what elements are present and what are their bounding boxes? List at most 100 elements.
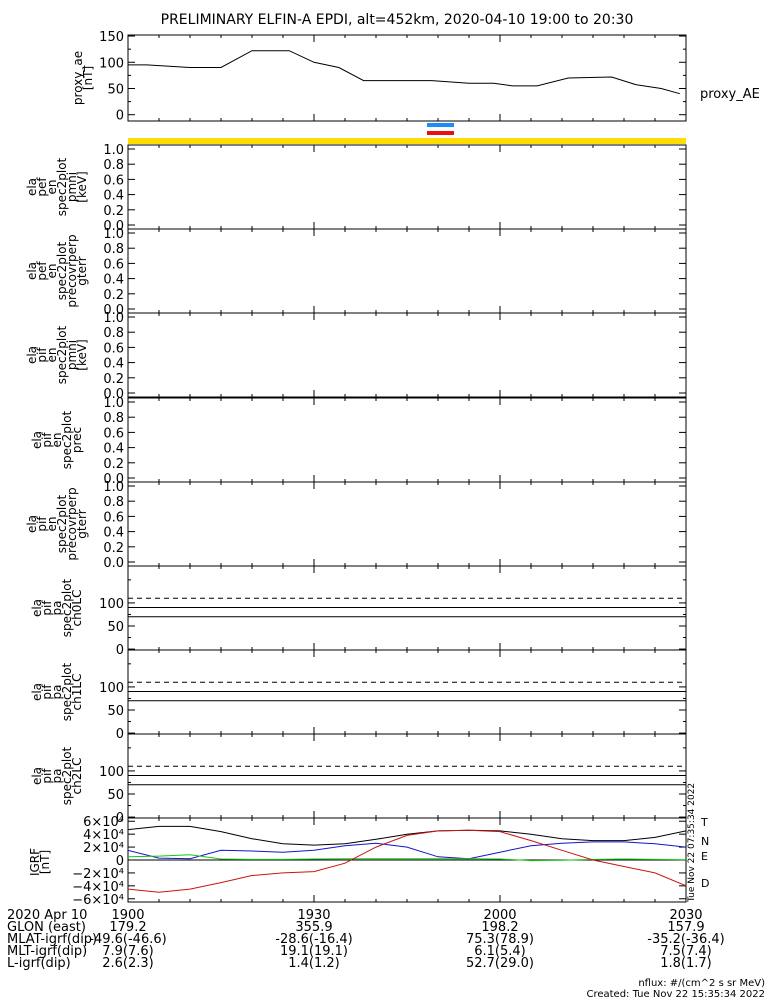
- pef_precovrperp-ylabel-line: pef: [35, 261, 49, 281]
- ch0LC-ylabel-line: ela: [30, 599, 44, 617]
- pif_pmni-ylabel-line: [keV]: [75, 339, 89, 370]
- xaxis-row-value: 7.5(7.4): [660, 944, 712, 959]
- ch1LC-ytick-label: 50: [107, 704, 124, 719]
- pif_pmni-ytick-label: 0.0: [103, 387, 124, 402]
- xaxis-row-label: L-igrf(dip): [7, 956, 71, 971]
- xaxis-row-value: 7.9(7.6): [102, 944, 154, 959]
- igrf-ytick-label: −4×10⁴: [72, 880, 124, 895]
- pef_pmni-ylabel-line: en: [45, 180, 59, 195]
- xaxis-row-value: 75.3(78.9): [466, 932, 534, 947]
- xaxis-row-value: 157.9: [667, 920, 704, 935]
- xaxis-row-value: 1930: [297, 908, 330, 923]
- pif_precovrperp-ytick-label: 0.6: [103, 510, 124, 525]
- igrf-ylabel-line: [nT]: [38, 850, 52, 874]
- pif_prec-ylabel-line: spec2plot: [60, 410, 74, 469]
- xaxis-row-value: 6.1(5.4): [474, 944, 526, 959]
- pif_pmni-ylabel-line: en: [45, 348, 59, 363]
- pef_precovrperp-ylabel-line: ela: [25, 262, 39, 280]
- pif_pmni-ytick-label: 0.2: [103, 372, 124, 387]
- igrf-ytick-label: 6×10⁴: [83, 815, 124, 830]
- xaxis-row-value: 179.2: [109, 920, 146, 935]
- igrf-ytick-label: 4×10⁴: [83, 828, 124, 843]
- ch0LC-ytick-label: 50: [107, 620, 124, 635]
- igrf-ytick-label: −6×10⁴: [72, 893, 124, 908]
- proxy-ae-ytick-label: 150: [99, 30, 124, 45]
- status-bar-yellow: [128, 138, 686, 144]
- proxy-ae-ytick-label: 100: [99, 56, 124, 71]
- panel-proxy-ae-frame: [127, 34, 687, 122]
- proxy-ae-ylabel-line: [nT]: [81, 66, 95, 90]
- pif_precovrperp-ytick-label: 0.4: [103, 526, 124, 541]
- pef_precovrperp-ytick-label: 0.2: [103, 288, 124, 303]
- xaxis-row-value: -28.6(-16.4): [275, 932, 352, 947]
- xaxis-row-value: 2.6(2.3): [102, 956, 154, 971]
- ch0LC-ylabel-line: pa: [50, 601, 64, 616]
- series-igrf-E: [128, 854, 686, 862]
- pef_pmni-ytick-label: 0.2: [103, 204, 124, 219]
- panels: 150100500proxy_ae[nT]proxy_AE1.00.80.60.…: [25, 30, 760, 908]
- igrf-ytick-label: −2×10⁴: [72, 867, 124, 882]
- pef_pmni-ylabel-line: pef: [35, 177, 49, 197]
- panel-pif_precovrperp-frame: [127, 481, 687, 567]
- panel-pif_precovrperp: 1.00.80.60.40.20.0 elapifenspec2plotpreco…: [25, 480, 687, 571]
- ch2LC-ytick-label: 100: [99, 765, 124, 780]
- xaxis-row-value: 2000: [483, 908, 516, 923]
- xaxis-row-value: 1900: [111, 908, 144, 923]
- pif_precovrperp-ylabel-line: gterr: [75, 509, 89, 538]
- ch1LC-ylabel-line: ch1LC: [70, 674, 84, 711]
- pef_precovrperp-ylabel-line: gterr: [75, 256, 89, 285]
- pef_pmni-ylabel-line: ela: [25, 178, 39, 196]
- pef_pmni-ytick-label: 0.6: [103, 173, 124, 188]
- ch2LC-ytick-label: 50: [107, 788, 124, 803]
- pif_prec-ytick-label: 0.4: [103, 442, 124, 457]
- ch0LC-ylabel-line: pif: [40, 600, 54, 616]
- xaxis-row-value: 355.9: [295, 920, 332, 935]
- pif_prec-ylabel-line: en: [50, 433, 64, 448]
- xaxis-row-value: 2030: [669, 908, 702, 923]
- ch2LC-ylabel-line: spec2plot: [60, 746, 74, 805]
- legend-proxy-ae: proxy_AE: [700, 87, 760, 102]
- ch2LC-ylabel-line: pa: [50, 769, 64, 784]
- pef_precovrperp-ytick-label: 0.8: [103, 242, 124, 257]
- pif_prec-ylabel-line: prec: [70, 427, 84, 453]
- plot-title: PRELIMINARY ELFIN-A EPDI, alt=452km, 202…: [161, 12, 634, 28]
- pef_pmni-ylabel-line: [keV]: [75, 171, 89, 202]
- ch0LC-ytick-label: 0: [116, 643, 124, 658]
- panel-pif_prec-frame: [127, 397, 687, 483]
- series-igrf-N: [128, 841, 686, 860]
- xaxis-row-value: 1.4(1.2): [288, 956, 340, 971]
- ch2LC-ylabel-line: ch2LC: [70, 758, 84, 795]
- ch1LC-ylabel-line: ela: [30, 683, 44, 701]
- xaxis-row-value: -49.6(-46.6): [89, 932, 166, 947]
- igrf-ytick-label: 0: [116, 854, 124, 869]
- xaxis-row-value: -35.2(-36.4): [647, 932, 724, 947]
- xaxis-row-label: GLON (east): [7, 920, 86, 935]
- legend-igrf-D: D: [701, 877, 709, 890]
- pif_precovrperp-ytick-label: 0.2: [103, 541, 124, 556]
- pif_prec-ytick-label: 0.8: [103, 411, 124, 426]
- ch2LC-ylabel-line: ela: [30, 767, 44, 785]
- panel-pef_pmni-frame: [127, 144, 687, 230]
- pif_pmni-ytick-label: 1.0: [103, 311, 124, 326]
- pif_precovrperp-ytick-label: 0.8: [103, 495, 124, 510]
- pef_precovrperp-ytick-label: 0.4: [103, 273, 124, 288]
- pef_pmni-ylabel-line: spec2plot: [55, 157, 69, 216]
- ch0LC-ylabel-line: ch0LC: [70, 590, 84, 627]
- pif_prec-ytick-label: 0.6: [103, 426, 124, 441]
- panel-pif_pmni: 1.00.80.60.40.20.0 elapifenspec2plotpmni[…: [25, 311, 687, 402]
- pif_precovrperp-ytick-label: 1.0: [103, 480, 124, 495]
- legend-igrf-N: N: [701, 835, 709, 848]
- pif_pmni-ylabel-line: pif: [35, 347, 49, 363]
- pif_pmni-ytick-label: 0.6: [103, 341, 124, 356]
- created-note: Created: Tue Nov 22 15:35:34 2022: [586, 989, 765, 1000]
- pef_precovrperp-ylabel-line: spec2plot: [55, 241, 69, 300]
- series-proxy-ae: [128, 50, 680, 95]
- pef_pmni-ytick-label: 0.4: [103, 189, 124, 204]
